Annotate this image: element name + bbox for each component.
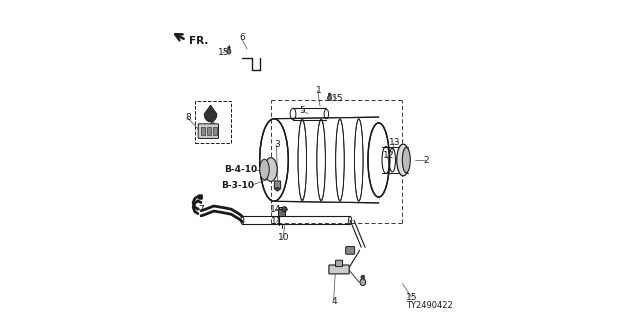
Ellipse shape (397, 144, 410, 176)
Text: 4: 4 (332, 297, 337, 306)
Ellipse shape (260, 159, 269, 180)
Ellipse shape (328, 96, 332, 101)
Text: 12: 12 (383, 151, 394, 160)
Text: 10: 10 (278, 233, 289, 242)
FancyBboxPatch shape (212, 127, 216, 135)
Circle shape (276, 187, 280, 191)
Text: 15: 15 (218, 48, 229, 57)
FancyBboxPatch shape (198, 124, 218, 139)
Polygon shape (274, 117, 379, 203)
Circle shape (361, 275, 365, 279)
Text: 13: 13 (388, 138, 400, 147)
Text: 8: 8 (186, 113, 191, 122)
Text: 15: 15 (332, 94, 343, 103)
FancyBboxPatch shape (275, 181, 281, 189)
Text: B-3-10: B-3-10 (221, 181, 254, 190)
Text: 6: 6 (239, 33, 245, 42)
FancyBboxPatch shape (278, 210, 285, 216)
Text: 3: 3 (275, 140, 280, 148)
Circle shape (282, 207, 287, 212)
FancyBboxPatch shape (207, 127, 211, 135)
Circle shape (328, 93, 331, 96)
Text: 7: 7 (198, 205, 204, 214)
Text: B-4-10: B-4-10 (224, 165, 257, 174)
FancyBboxPatch shape (329, 265, 349, 274)
Ellipse shape (227, 49, 231, 54)
Circle shape (228, 46, 230, 49)
FancyBboxPatch shape (346, 247, 355, 254)
FancyBboxPatch shape (335, 260, 342, 267)
Ellipse shape (264, 158, 277, 181)
Text: TY2490422: TY2490422 (406, 301, 453, 310)
Text: FR.: FR. (189, 36, 209, 46)
Text: 1: 1 (316, 86, 321, 95)
Text: 14: 14 (270, 205, 281, 214)
Polygon shape (204, 105, 217, 122)
Text: 2: 2 (424, 156, 429, 164)
Ellipse shape (360, 279, 365, 286)
Text: 15: 15 (406, 293, 418, 302)
Ellipse shape (403, 147, 410, 173)
Text: 11: 11 (271, 217, 283, 226)
FancyBboxPatch shape (202, 127, 205, 135)
Text: 9: 9 (209, 122, 215, 131)
Text: 5: 5 (300, 106, 305, 115)
